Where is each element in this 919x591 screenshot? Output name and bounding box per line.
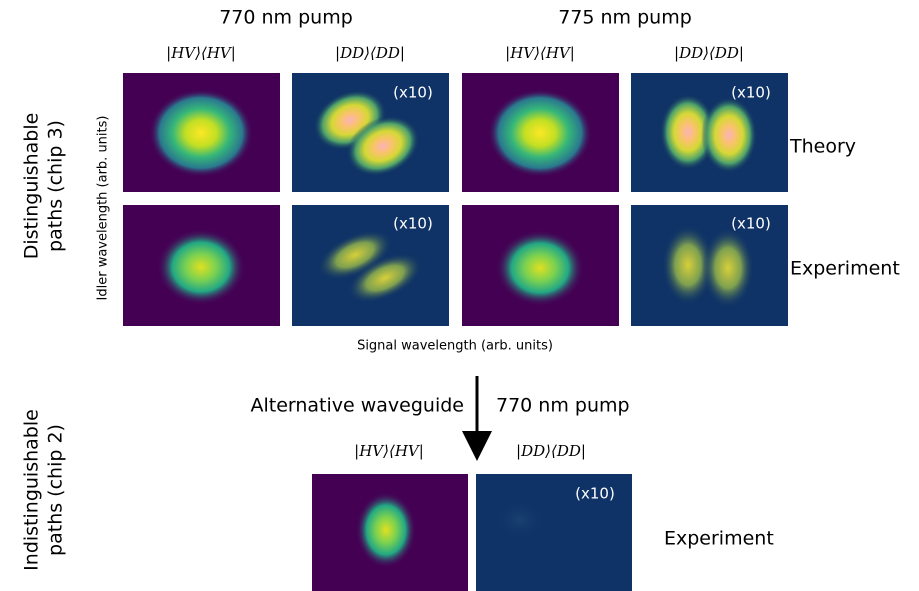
scale-label: (x10) — [393, 215, 433, 233]
blob — [702, 228, 754, 308]
pump-label: 770 nm pump — [219, 7, 353, 29]
row-label: Experiment — [790, 258, 900, 280]
column-label: |DD⟩⟨DD| — [674, 44, 744, 62]
column-label: |DD⟩⟨DD| — [516, 442, 586, 460]
column-label: |DD⟩⟨DD| — [335, 44, 405, 62]
arrow-label: 770 nm pump — [496, 395, 630, 417]
blob — [149, 89, 253, 177]
scale-label: (x10) — [575, 485, 615, 503]
blob — [356, 492, 416, 568]
y-axis-label: Idler wavelength (arb. units) — [96, 116, 111, 301]
blob — [495, 500, 545, 540]
group-label: Indistinguishable — [21, 409, 43, 571]
row-label: Experiment — [664, 528, 774, 550]
pump-label: 775 nm pump — [558, 7, 692, 29]
scale-label: (x10) — [731, 215, 771, 233]
blob — [662, 225, 714, 305]
arrow-label: Alternative waveguide — [250, 395, 464, 417]
scale-label: (x10) — [731, 84, 771, 102]
group-label: paths (chip 3) — [45, 120, 67, 252]
x-axis-label: Signal wavelength (arb. units) — [357, 339, 553, 354]
group-label: paths (chip 2) — [45, 424, 67, 556]
blob — [660, 94, 716, 170]
blob — [347, 253, 423, 303]
panels — [123, 73, 788, 591]
scale-label: (x10) — [393, 84, 433, 102]
blob — [488, 89, 592, 177]
blob — [157, 229, 245, 305]
column-label: |HV⟩⟨HV| — [505, 44, 575, 62]
blob — [496, 230, 584, 306]
column-label: |HV⟩⟨HV| — [166, 44, 236, 62]
group-label: Distinguishable — [21, 113, 43, 260]
blob — [701, 97, 757, 173]
blob — [346, 115, 420, 177]
column-label: |HV⟩⟨HV| — [354, 442, 424, 460]
row-label: Theory — [789, 136, 856, 158]
